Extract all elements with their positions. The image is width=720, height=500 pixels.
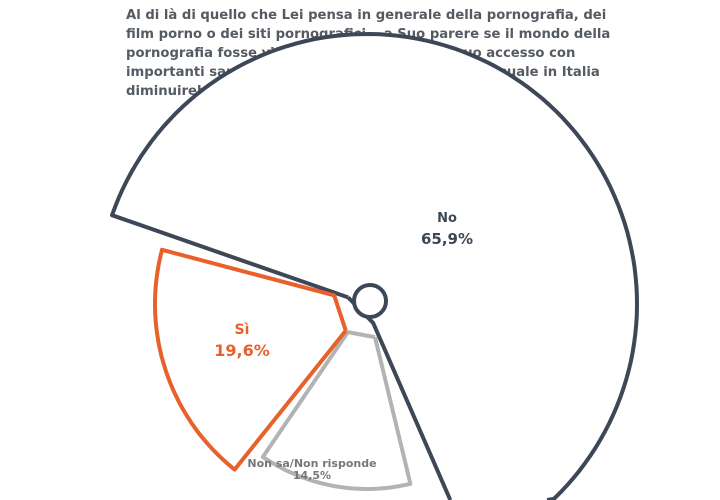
pie-slice-fill-2 [155,249,346,470]
pie-slice-fill-1 [262,332,411,489]
pie-hub [352,283,388,319]
slice-name-label: Sì [235,322,250,338]
slice-value-label: 65,9% [421,230,473,248]
pie-slice-1 [260,330,413,491]
slice-value-label: 19,6% [214,341,270,360]
pie-slice-fill-0 [112,34,637,500]
pie-slice-2 [153,247,348,472]
slice-name-label: Non sa/Non risponde [247,457,376,470]
slice-value-label: 14,5% [293,469,331,482]
slice-name-label: No [437,211,457,226]
